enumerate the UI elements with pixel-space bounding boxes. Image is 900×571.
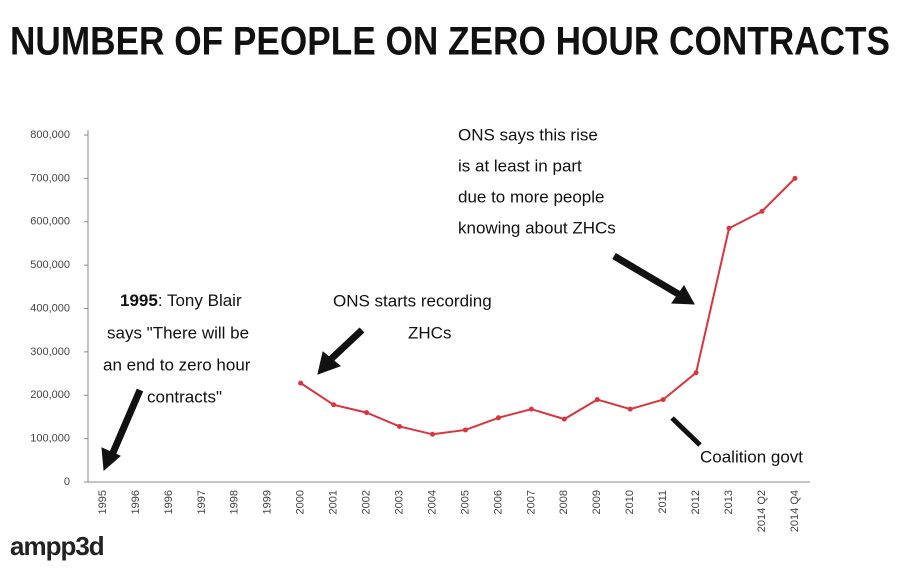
point	[693, 370, 699, 376]
arrow	[108, 388, 144, 457]
y-tick-label: 100,000	[30, 433, 70, 445]
x-tick-label: 2011	[657, 490, 669, 514]
point	[627, 406, 633, 412]
annotation-line: ONS says this rise	[458, 125, 598, 144]
x-tick-label: 1997	[196, 490, 208, 514]
point	[495, 415, 501, 421]
point	[364, 410, 370, 416]
y-tick-label: 200,000	[30, 389, 70, 401]
y-tick-label: 700,000	[30, 172, 70, 184]
annotation-ons-rise: ONS says this rise is at least in part d…	[458, 125, 616, 237]
x-tick-label: 1995	[97, 490, 109, 514]
line	[300, 177, 796, 436]
y-tick-label: 800,000	[30, 129, 70, 141]
point	[298, 380, 304, 386]
x-tick-label: 2009	[591, 490, 603, 514]
point	[430, 431, 435, 437]
point	[726, 225, 732, 231]
annotation-text: 1995: Tony Blair	[120, 291, 242, 310]
annotation-line: knowing about ZHCs	[458, 218, 616, 237]
x-tick-label: 2001	[328, 490, 340, 514]
arrow	[670, 416, 702, 447]
x-tick-label: 2006	[492, 490, 504, 514]
x-tick-label: 2013	[723, 490, 735, 514]
point	[792, 175, 798, 181]
annotation-line: ZHCs	[408, 323, 451, 342]
arrow	[327, 327, 365, 363]
x-tick-label: 2012	[690, 490, 702, 514]
x-tick-label: 1999	[262, 490, 274, 514]
y-tick-label: 500,000	[30, 259, 70, 271]
annotation-blair: 1995: Tony Blair says "There will be an …	[103, 291, 251, 406]
annotation-line: says "There will be	[107, 323, 249, 342]
logo: ampp3d	[10, 531, 104, 561]
y-tick-label: 300,000	[30, 346, 70, 358]
point	[561, 416, 567, 422]
annotation-line: : Tony Blair	[158, 291, 242, 310]
annotation-line: is at least in part	[458, 156, 582, 175]
x-tick-label: 2002	[361, 490, 373, 514]
annotation-line: contracts"	[147, 387, 222, 406]
x-tick-label: 2000	[295, 490, 307, 514]
x-tick-label: 2014 Q2	[756, 490, 768, 532]
annotation-year: 1995	[120, 291, 158, 310]
arrow-head	[671, 285, 695, 305]
x-tick-label: 1996	[163, 490, 175, 514]
annotation-line: ONS starts recording	[333, 291, 492, 310]
point	[759, 208, 765, 214]
arrow-head	[101, 447, 121, 472]
arrows	[101, 252, 702, 472]
annotation-line: an end to zero hour	[103, 355, 251, 374]
x-tick-label: 2008	[558, 490, 570, 514]
x-tick-label: 2004	[426, 490, 438, 514]
x-tick-label: 2007	[525, 490, 537, 514]
annotation-ons-start: ONS starts recording ZHCs	[333, 291, 492, 342]
arrow	[612, 252, 682, 299]
x-tick-label: 1996	[130, 490, 142, 514]
point	[462, 427, 468, 433]
point	[594, 397, 600, 403]
point	[397, 423, 403, 429]
x-tick-label: 2010	[624, 490, 636, 514]
y-tick-label: 0	[64, 476, 70, 488]
annotation-line: due to more people	[458, 187, 605, 206]
y-tick-label: 600,000	[30, 216, 70, 228]
point	[660, 397, 666, 403]
point	[331, 402, 337, 408]
annotation-coalition: Coalition govt	[700, 447, 803, 466]
chart-title: NUMBER OF PEOPLE ON ZERO HOUR CONTRACTS	[10, 20, 890, 64]
x-tick-label: 2014 Q4	[789, 490, 801, 532]
arrow-head	[317, 351, 341, 375]
y-tick-label: 400,000	[30, 302, 70, 314]
x-tick-label: 2003	[393, 490, 405, 514]
point	[528, 406, 534, 412]
x-tick-label: 1998	[229, 490, 241, 514]
x-tick-label: 2005	[459, 490, 471, 514]
